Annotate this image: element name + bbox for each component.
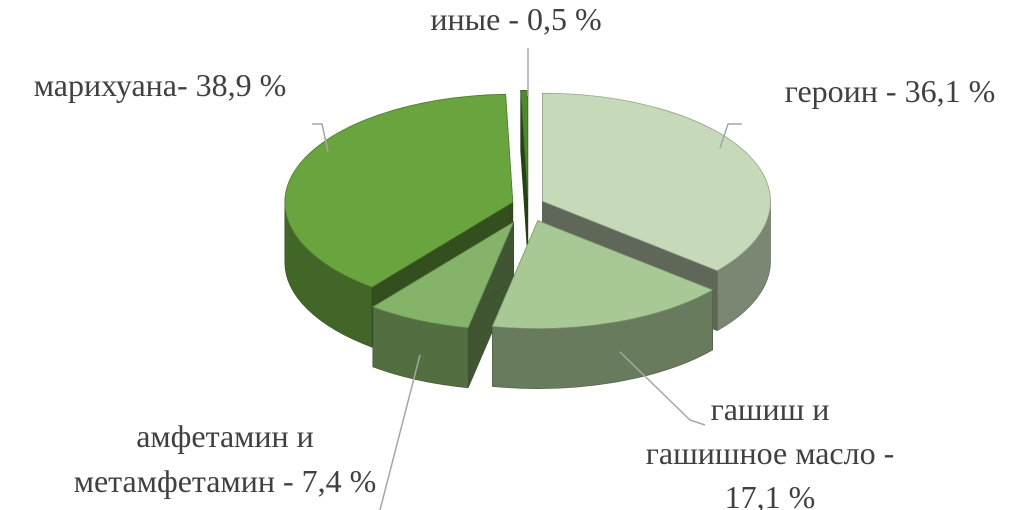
label-героин-leader [719, 123, 742, 149]
label-гашиш-и-гашишное-масло-line-2: гашишное масло - [646, 435, 895, 471]
slice-гашиш-и-гашишное-масло [491, 220, 714, 329]
slice-labels: героин - 36,1 % гашиш и гашишное масло - 17… [34, 1, 996, 510]
label-гашиш-и-гашишное-масло-line-3: 17,1 % [725, 479, 816, 510]
label-гашиш-и-гашишное-масло-leader [619, 351, 706, 426]
label-амфетамин-и-метамфетамин-line-2: метамфетамин - 7,4 % [74, 463, 377, 499]
label-иные: иные - 0,5 % [430, 1, 601, 37]
slice-марихуана [284, 93, 514, 288]
slice-героин [542, 92, 771, 272]
label-героин: героин - 36,1 % [785, 73, 995, 109]
label-марихуана: марихуана- 38,9 % [34, 67, 287, 103]
label-марихуана-leader [312, 123, 329, 153]
label-гашиш-и-гашишное-масло-line-1: гашиш и [711, 391, 830, 427]
label-амфетамин-и-метамфетамин-leader [379, 354, 421, 510]
slice-амфетамин-и-метамфетамин [371, 220, 515, 329]
label-амфетамин-и-метамфетамин-line-1: амфетамин и [136, 418, 314, 454]
pie-tops [284, 90, 771, 329]
leader-lines [312, 48, 742, 510]
